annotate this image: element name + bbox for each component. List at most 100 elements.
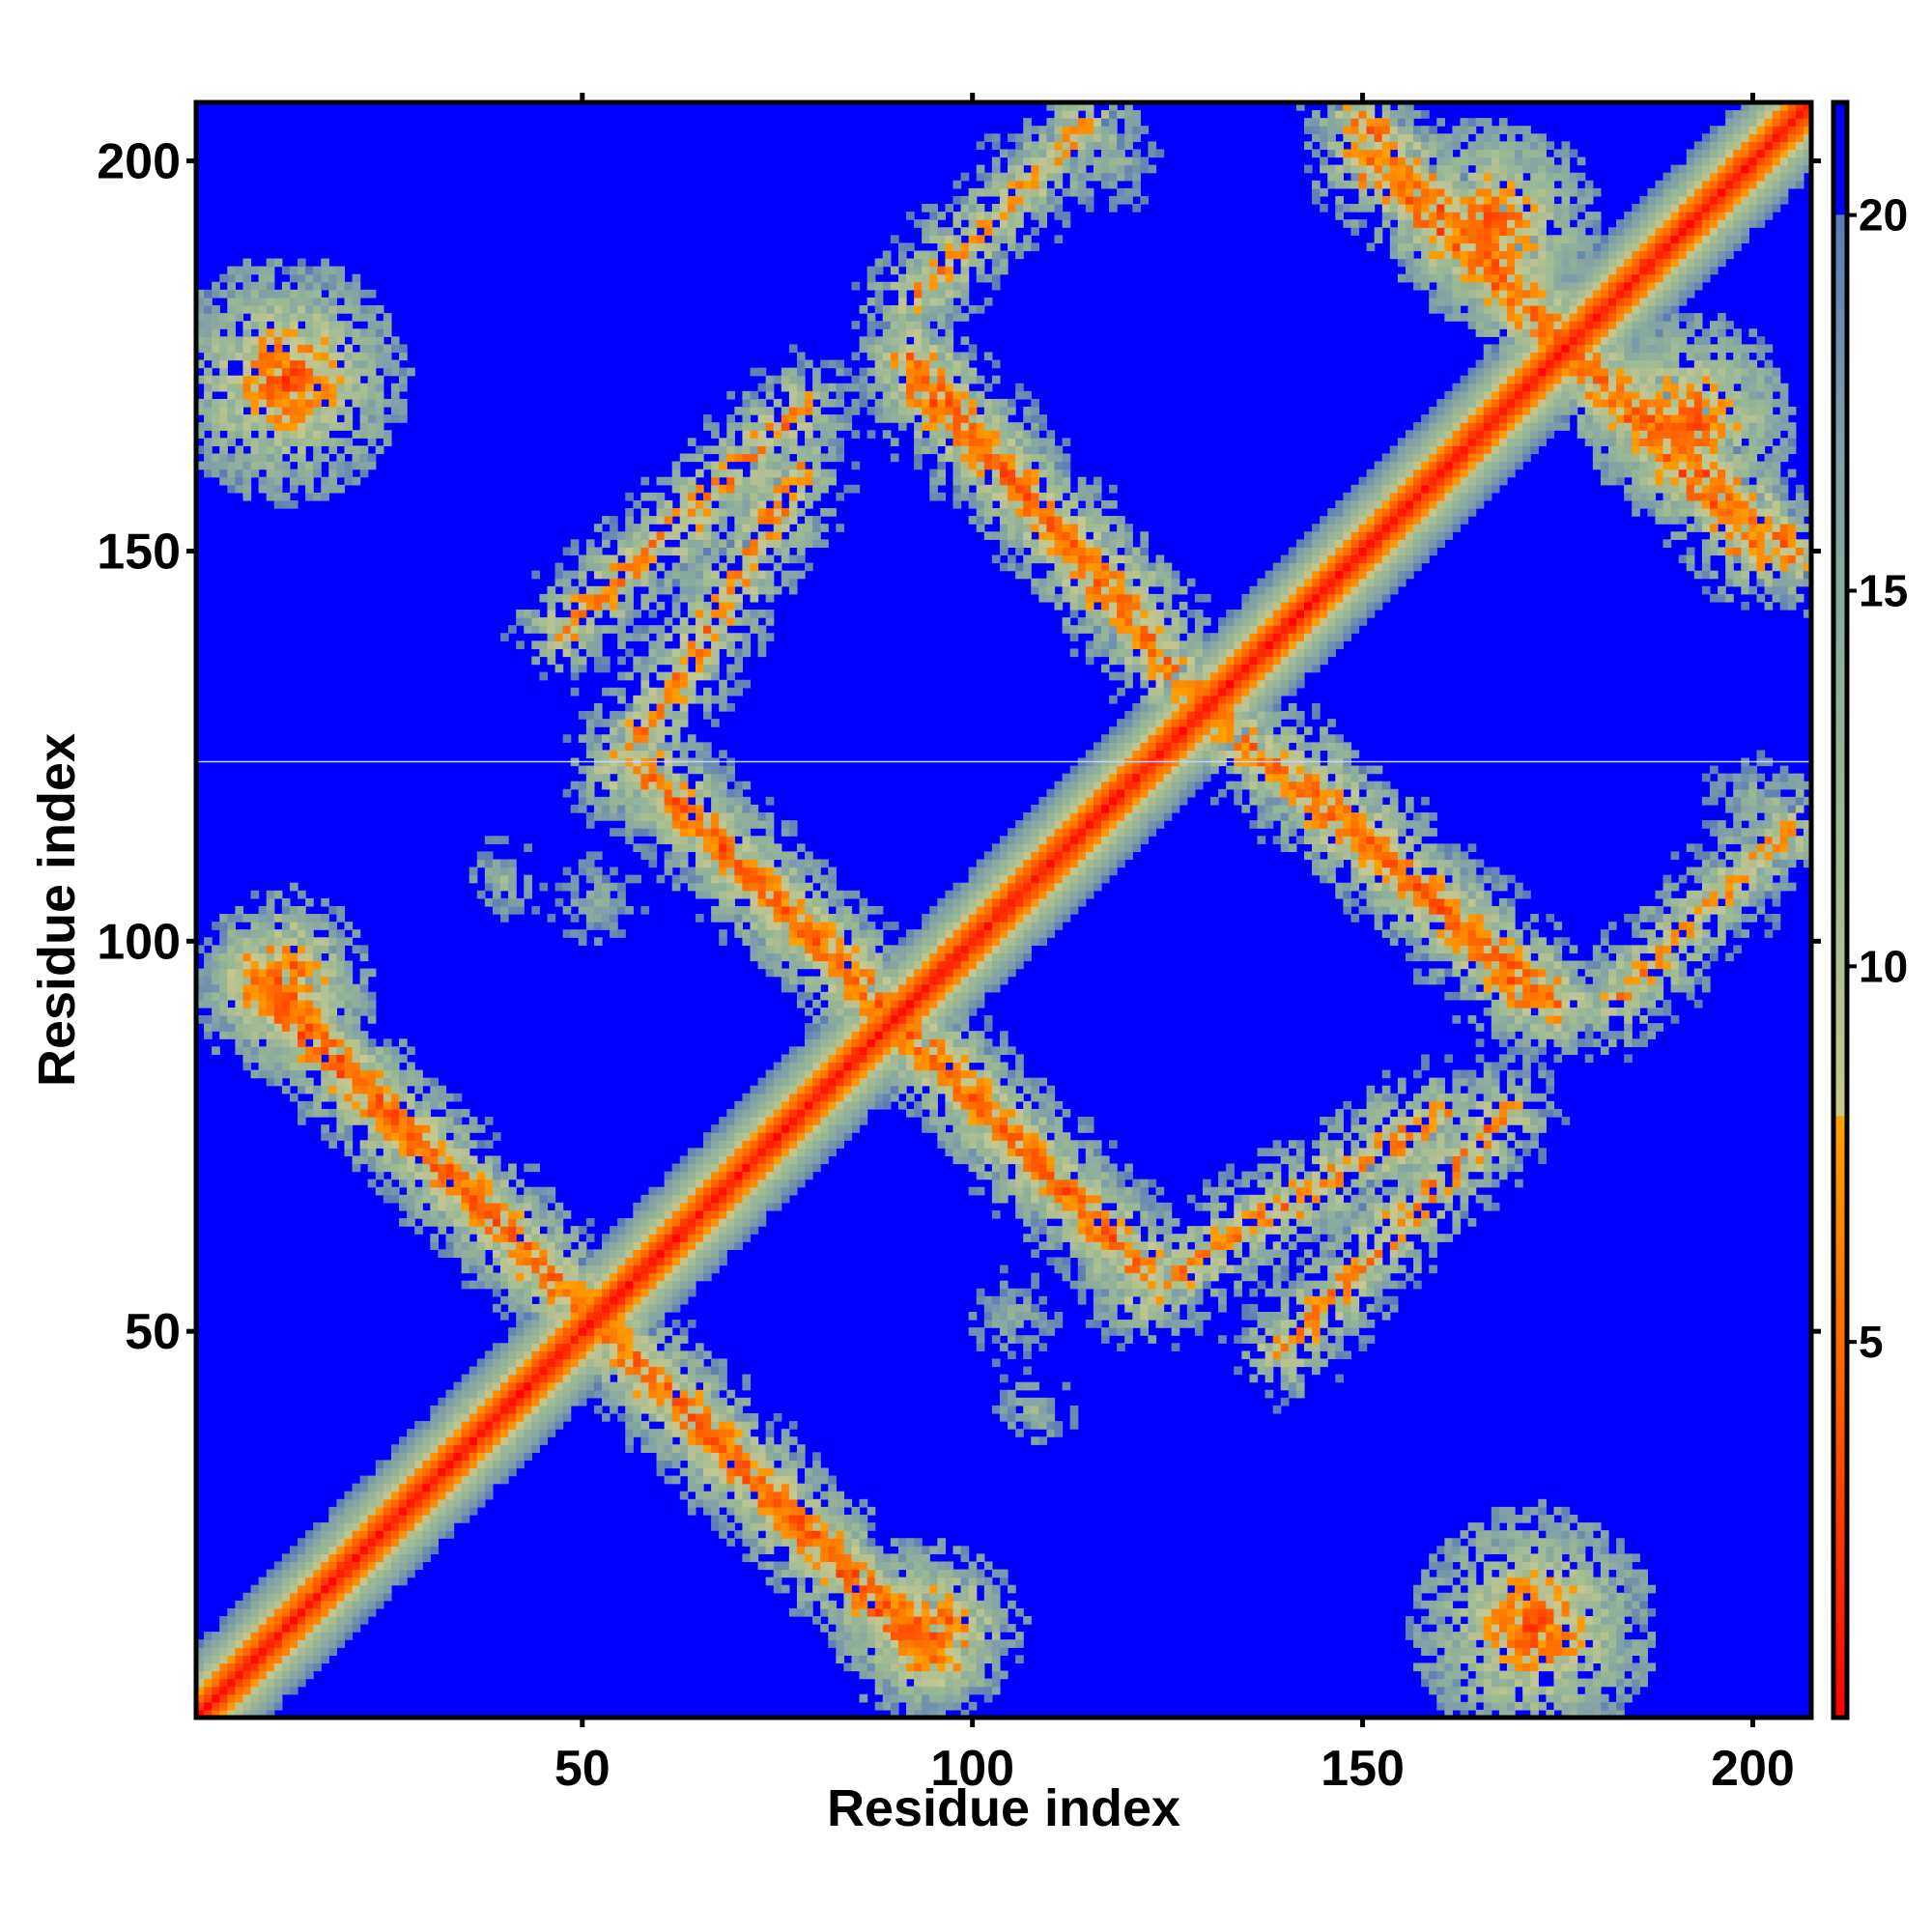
heatmap-cell <box>438 1226 447 1235</box>
heatmap-cell <box>625 648 634 658</box>
heatmap-cell <box>828 438 837 446</box>
heatmap-cell <box>344 359 354 369</box>
heatmap-cell <box>242 453 252 463</box>
heatmap-cell <box>788 390 798 400</box>
heatmap-cell <box>321 1553 329 1563</box>
heatmap-cell <box>757 1467 767 1477</box>
heatmap-cell <box>765 1530 775 1539</box>
heatmap-cell <box>399 383 408 392</box>
heatmap-cell <box>562 640 572 650</box>
heatmap-cell <box>610 1389 618 1399</box>
heatmap-cell <box>445 1155 455 1165</box>
heatmap-cell <box>796 1093 806 1102</box>
heatmap-cell <box>305 1632 314 1640</box>
heatmap-cell <box>687 1226 696 1235</box>
heatmap-cell <box>820 914 829 923</box>
heatmap-cell <box>461 1241 470 1250</box>
heatmap-cell <box>298 1662 306 1672</box>
heatmap-cell <box>593 812 603 821</box>
heatmap-cell <box>414 1163 423 1173</box>
heatmap-cell <box>757 430 767 439</box>
heatmap-cell <box>773 1093 782 1102</box>
heatmap-cell <box>453 1412 463 1422</box>
heatmap-cell <box>781 1483 790 1492</box>
heatmap-cell <box>266 897 275 907</box>
heatmap-cell <box>671 1303 681 1313</box>
heatmap-cell <box>695 1155 704 1165</box>
heatmap-cell <box>235 1639 244 1648</box>
heatmap-cell <box>321 305 329 314</box>
heatmap-cell <box>328 461 337 470</box>
heatmap-cell <box>289 1592 298 1602</box>
heatmap-cell <box>820 1584 829 1594</box>
heatmap-cell <box>344 1632 354 1640</box>
heatmap-cell <box>524 1241 532 1250</box>
heatmap-cell <box>196 289 205 298</box>
heatmap-cell <box>703 882 712 892</box>
heatmap-cell <box>679 1241 689 1250</box>
heatmap-cell <box>719 828 727 837</box>
heatmap-cell <box>812 1046 821 1056</box>
heatmap-cell <box>781 383 790 392</box>
heatmap-cell <box>383 1108 392 1118</box>
heatmap-cell <box>313 1530 322 1539</box>
heatmap-cell <box>679 1186 689 1196</box>
heatmap-cell <box>664 851 673 861</box>
heatmap-cell <box>235 1624 244 1633</box>
heatmap-cell <box>593 1257 603 1266</box>
heatmap-cell <box>703 1241 712 1250</box>
heatmap-cell <box>695 820 704 829</box>
heatmap-cell <box>500 1295 509 1305</box>
heatmap-cell <box>367 1514 377 1523</box>
heatmap-cell <box>656 1405 666 1414</box>
heatmap-cell <box>734 1467 744 1477</box>
heatmap-cell <box>438 1194 447 1204</box>
heatmap-cell <box>242 1023 252 1032</box>
heatmap-cell <box>719 679 727 689</box>
heatmap-cell <box>390 1444 400 1453</box>
heatmap-cell <box>298 407 306 415</box>
heatmap-cell <box>788 851 798 861</box>
heatmap-cell <box>820 508 829 517</box>
heatmap-cell <box>281 1553 291 1563</box>
heatmap-cell <box>539 1202 549 1211</box>
heatmap-cell <box>593 804 603 813</box>
heatmap-cell <box>422 1546 431 1554</box>
heatmap-cell <box>664 750 673 759</box>
heatmap-cell <box>719 1405 727 1414</box>
heatmap-cell <box>390 398 400 408</box>
heatmap-cell <box>711 547 720 556</box>
heatmap-cell <box>422 1148 431 1157</box>
heatmap-cell <box>633 1366 642 1376</box>
heatmap-cell <box>805 1171 813 1180</box>
heatmap-cell <box>508 1436 517 1445</box>
heatmap-cell <box>438 1429 447 1437</box>
heatmap-cell <box>289 983 298 993</box>
heatmap-cell <box>805 539 813 549</box>
heatmap-cell <box>726 453 735 463</box>
heatmap-cell <box>383 1522 392 1531</box>
heatmap-cell <box>344 352 354 361</box>
heatmap-cell <box>281 1624 291 1633</box>
heatmap-cell <box>664 1249 673 1259</box>
heatmap-cell <box>196 1670 205 1680</box>
heatmap-cell <box>422 1506 431 1516</box>
heatmap-cell <box>508 1218 517 1227</box>
heatmap-cell <box>796 1444 806 1453</box>
heatmap-cell <box>227 484 236 494</box>
heatmap-cell <box>476 1436 486 1445</box>
heatmap-cell <box>313 914 322 923</box>
heatmap-cell <box>242 1616 252 1625</box>
heatmap-cell <box>828 398 837 408</box>
heatmap-cell <box>836 1561 845 1571</box>
heatmap-cell <box>266 390 275 400</box>
heatmap-cell <box>204 305 213 314</box>
heatmap-cell <box>812 1538 821 1547</box>
heatmap-cell <box>399 1553 408 1563</box>
heatmap-cell <box>726 640 735 650</box>
heatmap-cell <box>289 1670 298 1680</box>
heatmap-cell <box>711 1506 720 1516</box>
heatmap-cell <box>298 1678 306 1688</box>
heatmap-cell <box>820 1031 829 1039</box>
heatmap-cell <box>656 1264 666 1274</box>
